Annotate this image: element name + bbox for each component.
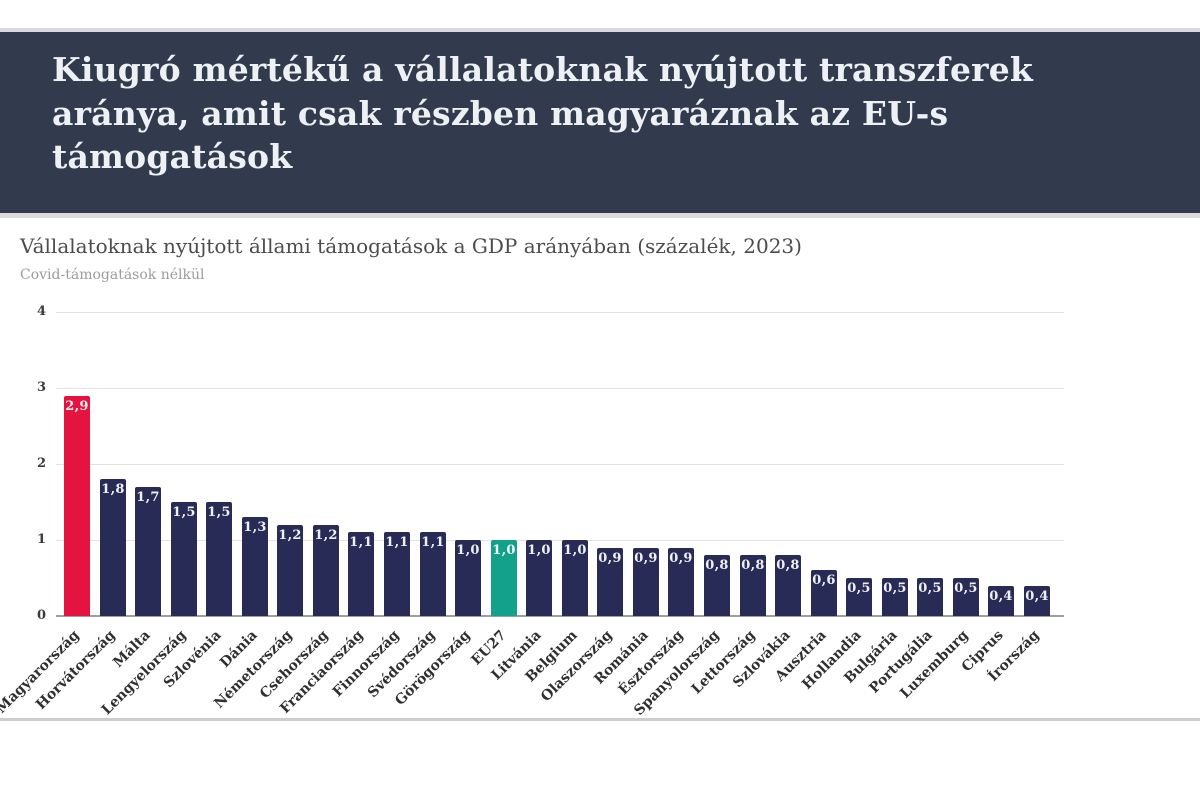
bar-svédország: 1,1 <box>420 532 446 616</box>
bar-value-label: 1,1 <box>421 535 445 550</box>
bar-szlovákia: 0,8 <box>775 555 801 616</box>
bar-portugália: 0,5 <box>917 578 943 616</box>
x-axis-line <box>56 615 1064 617</box>
bar-value-label: 1,5 <box>172 505 196 520</box>
bar-value-label: 1,0 <box>563 543 587 558</box>
bar-finnország: 1,1 <box>384 532 410 616</box>
bar-value-label: 1,2 <box>278 528 302 543</box>
header: Kiugró mértékű a vállalatoknak nyújtott … <box>0 32 1200 213</box>
bar-value-label: 0,6 <box>812 573 836 588</box>
bar-franciaország: 1,1 <box>348 532 374 616</box>
bar-románia: 0,9 <box>633 548 659 616</box>
bar-málta: 1,7 <box>135 487 161 616</box>
chart-title: Vállalatoknak nyújtott állami támogatáso… <box>20 234 802 258</box>
bar-value-label: 0,8 <box>705 558 729 573</box>
bar-value-label: 0,4 <box>989 589 1013 604</box>
bar-value-label: 1,0 <box>456 543 480 558</box>
bar-value-label: 0,5 <box>847 581 871 596</box>
y-axis-tick: 1 <box>36 532 46 547</box>
gridline <box>56 312 1064 313</box>
gridline <box>56 388 1064 389</box>
bar-value-label: 0,4 <box>1025 589 1049 604</box>
bar-észtország: 0,9 <box>668 548 694 616</box>
bar-value-label: 1,0 <box>527 543 551 558</box>
page-title: Kiugró mértékű a vállalatoknak nyújtott … <box>52 50 1033 177</box>
bar-luxemburg: 0,5 <box>953 578 979 616</box>
bar-value-label: 1,3 <box>243 520 267 535</box>
bar-value-label: 1,7 <box>136 490 160 505</box>
bar-hollandia: 0,5 <box>846 578 872 616</box>
bar-value-label: 1,8 <box>101 482 125 497</box>
bar-value-label: 0,9 <box>669 551 693 566</box>
y-axis-tick: 0 <box>36 608 46 623</box>
bar-value-label: 1,1 <box>385 535 409 550</box>
bar-olaszország: 0,9 <box>597 548 623 616</box>
bar-bulgária: 0,5 <box>882 578 908 616</box>
bar-value-label: 0,5 <box>918 581 942 596</box>
bar-litvánia: 1,0 <box>526 540 552 616</box>
bar-value-label: 0,9 <box>634 551 658 566</box>
bar-value-label: 1,1 <box>349 535 373 550</box>
bar-dánia: 1,3 <box>242 517 268 616</box>
bar-value-label: 0,5 <box>883 581 907 596</box>
bar-value-label: 1,0 <box>492 543 516 558</box>
bar-görögország: 1,0 <box>455 540 481 616</box>
bar-csehország: 1,2 <box>313 525 339 616</box>
y-axis-tick: 3 <box>36 380 46 395</box>
bar-value-label: 1,5 <box>207 505 231 520</box>
bottom-divider <box>0 718 1200 721</box>
y-axis-tick: 2 <box>36 456 46 471</box>
gridline <box>56 540 1064 541</box>
bar-írország: 0,4 <box>1024 586 1050 616</box>
bar-ciprus: 0,4 <box>988 586 1014 616</box>
gridline <box>56 464 1064 465</box>
bar-ausztria: 0,6 <box>811 570 837 616</box>
bar-horvátország: 1,8 <box>100 479 126 616</box>
bar-lettország: 0,8 <box>740 555 766 616</box>
chart-subtitle: Covid-támogatások nélkül <box>20 267 205 283</box>
bar-eu27: 1,0 <box>491 540 517 616</box>
bar-value-label: 0,5 <box>954 581 978 596</box>
bar-value-label: 2,9 <box>65 399 89 414</box>
bar-magyarország: 2,9 <box>64 396 90 616</box>
header-divider <box>0 213 1200 218</box>
bar-value-label: 0,8 <box>741 558 765 573</box>
bar-szlovénia: 1,5 <box>206 502 232 616</box>
bar-value-label: 0,8 <box>776 558 800 573</box>
bar-belgium: 1,0 <box>562 540 588 616</box>
bar-value-label: 0,9 <box>598 551 622 566</box>
bar-spanyolország: 0,8 <box>704 555 730 616</box>
bar-lengyelország: 1,5 <box>171 502 197 616</box>
y-axis-tick: 4 <box>36 304 46 319</box>
bar-value-label: 1,2 <box>314 528 338 543</box>
bar-németország: 1,2 <box>277 525 303 616</box>
top-divider <box>0 28 1200 32</box>
